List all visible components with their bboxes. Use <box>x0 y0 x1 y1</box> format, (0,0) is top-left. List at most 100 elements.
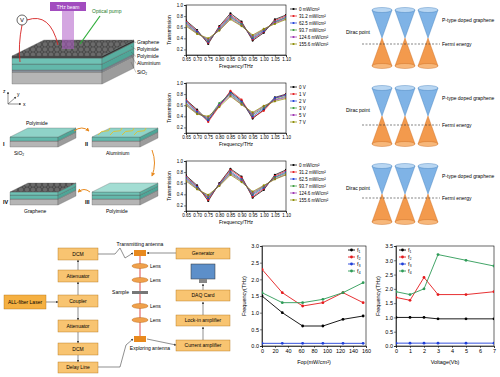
label: Dirac point <box>346 107 371 113</box>
tick-label: 7 <box>493 348 496 354</box>
series-line <box>186 93 286 120</box>
series-line <box>262 283 363 303</box>
axis: 0.20.40.60.81.0 <box>177 3 187 56</box>
legend-marker <box>350 270 353 273</box>
data-point <box>252 34 254 36</box>
component-box <box>4 295 46 309</box>
chart: 0.650.700.750.800.850.900.951.001.051.10… <box>166 159 329 225</box>
legend-label: 62.5 mW/cm² <box>299 21 326 26</box>
tick-label: 140 <box>349 348 358 354</box>
tick-label: 3 <box>437 348 440 354</box>
tick: 0.85 <box>227 133 236 140</box>
label: P-type doped graphene <box>442 17 494 23</box>
data-point <box>423 316 426 319</box>
legend-line <box>290 115 297 116</box>
series-line <box>186 174 286 196</box>
tick: 0.4 <box>177 192 186 197</box>
legend-marker <box>292 22 294 24</box>
legend-marker <box>292 185 294 187</box>
tick: 0.0 <box>251 343 262 349</box>
tick-mark <box>184 194 186 195</box>
data-point <box>274 178 276 180</box>
tick-label: 0.5 <box>251 327 259 333</box>
figure-root: THz beamOptical pumpVGraphenePolyimidePo… <box>0 0 500 377</box>
series-line <box>186 19 286 38</box>
legend-label: 1 V <box>299 92 306 97</box>
conduction-cone <box>395 10 415 38</box>
cone-bottom <box>418 220 438 225</box>
valence-cone <box>395 116 415 144</box>
tick: 1.5 <box>385 300 396 306</box>
tick: 0.70 <box>193 211 202 218</box>
label: Attenuator <box>66 273 89 279</box>
legend-line <box>399 250 406 251</box>
tick-label: 1.10 <box>282 57 291 62</box>
polyimide-layer-top <box>10 128 76 137</box>
legend-line <box>290 172 297 173</box>
label: Graphene <box>24 208 46 214</box>
tick: 2 <box>423 346 426 354</box>
tick: 3.0 <box>385 258 396 264</box>
aluminium-pattern <box>122 128 134 135</box>
tick: 0.80 <box>215 133 224 140</box>
legend-marker <box>292 8 294 10</box>
legend-label: f₂ <box>408 254 412 260</box>
data-point <box>423 276 426 279</box>
component-box <box>58 248 98 260</box>
tick: 0.5 <box>385 329 396 335</box>
tick-label: 0.6 <box>177 181 184 186</box>
label: Lens <box>150 317 161 323</box>
polyimide-layer-front <box>92 195 140 199</box>
series-line <box>186 15 286 43</box>
data-point <box>263 28 265 30</box>
data-point <box>274 96 276 98</box>
connector <box>78 282 79 295</box>
legend-marker <box>292 100 294 102</box>
label: Transmitting antenna <box>117 241 164 247</box>
data-point <box>322 342 325 345</box>
label: z <box>3 88 6 94</box>
tick-label: 120 <box>336 348 345 354</box>
tick-label: 0.6 <box>177 103 184 108</box>
label: DAQ Card <box>191 292 214 298</box>
data-point <box>196 112 198 114</box>
legend-line <box>348 271 355 272</box>
connector <box>78 355 79 362</box>
label: Coupler <box>69 298 87 304</box>
cone-top <box>395 86 415 91</box>
plot-frame <box>186 83 286 133</box>
aluminium-pattern <box>134 128 146 135</box>
legend-line <box>290 16 297 17</box>
graphene-layer-front <box>10 192 58 195</box>
tick-mark <box>184 16 186 17</box>
tick-mark <box>394 260 396 261</box>
data-point <box>342 318 345 321</box>
tick-label: 2.0 <box>251 277 259 283</box>
data-point <box>396 342 397 345</box>
data-point <box>196 33 198 35</box>
tick-mark <box>184 172 186 173</box>
tick-label: 1.00 <box>260 213 269 218</box>
legend-label: f₃ <box>357 261 361 267</box>
label: x <box>23 101 26 107</box>
data-point <box>465 259 468 262</box>
cone-top <box>418 164 438 169</box>
connector <box>98 248 133 258</box>
legend-line <box>290 101 297 102</box>
band-diagram: Dirac pointP-type doped grapheneFermi en… <box>346 86 494 147</box>
tick-label: 20 <box>272 348 278 354</box>
data-point <box>218 185 220 187</box>
lens <box>132 278 148 283</box>
step-arrow <box>74 128 89 131</box>
tick: 0.4 <box>177 36 186 41</box>
data-point <box>218 102 220 104</box>
label: P-type doped graphene <box>442 173 494 179</box>
aluminium-pattern <box>110 128 122 135</box>
legend-label: 0 mW/cm² <box>299 7 320 12</box>
label: Optical pump <box>92 8 122 14</box>
legend-label: 31.2 mW/cm² <box>299 14 326 19</box>
tick-mark <box>184 105 186 106</box>
component-box <box>58 295 98 307</box>
data-point <box>493 265 494 268</box>
tick-label: 0 <box>395 348 398 354</box>
